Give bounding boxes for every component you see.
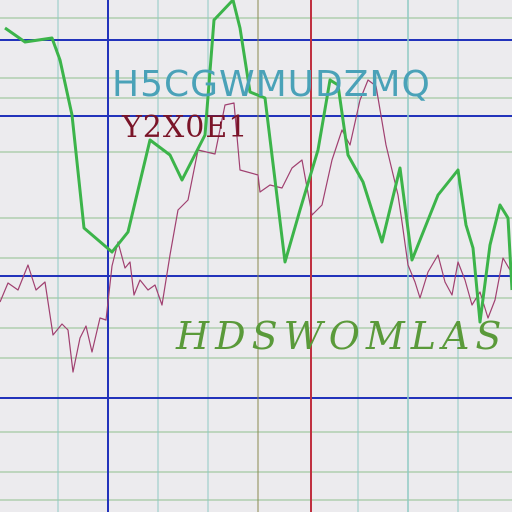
text-label-1: H5CGWMUDZMQ: [112, 64, 431, 105]
series-thick-line: [4, 0, 512, 324]
text-label-3: HDSWOMLAS: [176, 314, 508, 358]
series-thin-line: [0, 79, 511, 373]
text-label-2: Y2X0E1: [122, 110, 249, 145]
